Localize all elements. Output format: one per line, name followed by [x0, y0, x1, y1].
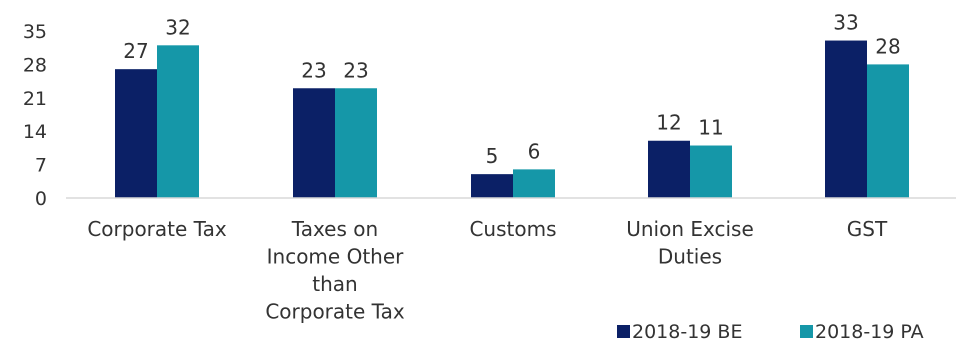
y-tick-label: 7 [35, 155, 47, 177]
x-axis-labels: Corporate Tax Taxes on Income Other than Cor… [87, 217, 888, 324]
legend-item: 2018-19 PA [800, 321, 924, 343]
data-label: 12 [656, 111, 681, 135]
data-label: 11 [698, 116, 723, 140]
legend-swatch [800, 325, 813, 338]
bar [115, 69, 157, 199]
bars [115, 40, 909, 199]
x-tick-label: Taxes on Income Other than Corporate Tax [265, 217, 405, 324]
legend-label: 2018-19 BE [632, 321, 742, 343]
data-label: 33 [833, 11, 858, 35]
bar [690, 145, 732, 198]
data-label: 32 [165, 15, 190, 39]
legend: 2018-19 BE 2018-19 PA [617, 321, 924, 343]
data-label: 27 [123, 39, 148, 63]
bar [335, 88, 377, 198]
bar [648, 140, 690, 198]
data-label: 23 [301, 58, 326, 82]
data-label: 5 [486, 144, 499, 168]
data-label: 28 [875, 34, 900, 58]
x-tick-label: GST [847, 217, 888, 241]
bar [157, 45, 199, 198]
y-axis: 0 7 14 21 28 35 [23, 21, 47, 210]
y-tick-label: 14 [23, 121, 47, 143]
x-tick-label: Customs [469, 217, 556, 241]
data-labels: 27 23 5 12 33 32 23 6 11 28 [123, 11, 900, 169]
legend-item: 2018-19 BE [617, 321, 742, 343]
bar [867, 64, 909, 199]
data-label: 23 [343, 58, 368, 82]
data-label: 6 [528, 139, 541, 163]
bar [825, 40, 867, 198]
bar [293, 88, 335, 198]
legend-label: 2018-19 PA [815, 321, 924, 343]
x-tick-label: Union Excise Duties [626, 217, 754, 269]
x-tick-label: Corporate Tax [87, 217, 227, 241]
y-tick-label: 21 [23, 88, 47, 110]
bar [513, 169, 555, 198]
y-tick-label: 35 [23, 21, 47, 43]
bar [471, 174, 513, 198]
y-tick-label: 28 [23, 54, 47, 76]
legend-swatch [617, 325, 630, 338]
y-tick-label: 0 [35, 188, 47, 210]
